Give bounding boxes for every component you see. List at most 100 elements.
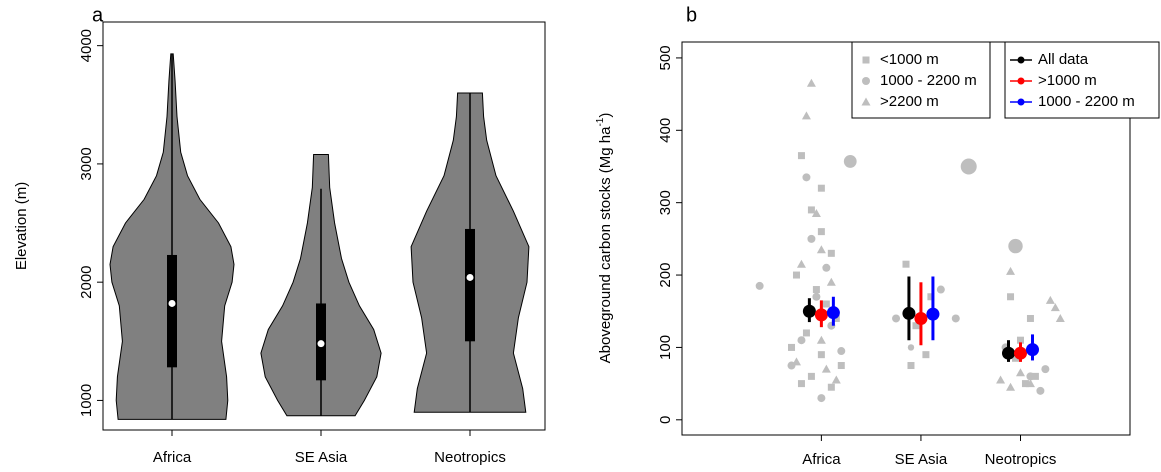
point xyxy=(816,245,826,254)
point xyxy=(788,343,796,351)
median xyxy=(317,340,325,348)
point xyxy=(1031,372,1039,380)
point xyxy=(1026,314,1034,322)
mean-point xyxy=(1001,346,1015,360)
y-label-end: ) xyxy=(597,113,614,118)
mean-point xyxy=(802,304,816,318)
point xyxy=(1036,386,1045,395)
point xyxy=(1041,365,1050,374)
point xyxy=(797,336,806,345)
point xyxy=(817,394,826,403)
mean-point xyxy=(826,306,840,320)
point xyxy=(807,234,816,243)
iqr-box xyxy=(465,228,475,342)
x-tick-label: SE Asia xyxy=(295,449,348,466)
y-axis-label: Elevation (m) xyxy=(13,182,30,270)
mean-point xyxy=(926,307,940,321)
point xyxy=(927,293,935,301)
y-tick-label: 500 xyxy=(657,45,674,70)
point xyxy=(827,249,835,257)
point xyxy=(822,263,831,272)
point xyxy=(807,372,815,380)
mean-point xyxy=(1013,346,1027,360)
point xyxy=(821,364,831,373)
x-tick-label: SE Asia xyxy=(895,451,948,468)
point xyxy=(811,209,821,218)
point xyxy=(812,286,820,294)
point xyxy=(837,362,845,370)
legend-label: >1000 m xyxy=(1038,72,1097,89)
point xyxy=(1050,303,1060,312)
point xyxy=(1021,380,1029,388)
x-tick-label: Africa xyxy=(802,451,841,468)
legend-box xyxy=(1004,41,1160,119)
point xyxy=(802,173,811,182)
y-axis-label: Aboveground carbon stocks (Mg ha-1) xyxy=(595,113,614,364)
point xyxy=(922,351,930,359)
y-tick-label: 200 xyxy=(657,263,674,288)
legend-marker xyxy=(1017,77,1025,85)
mean-point xyxy=(914,311,928,325)
point xyxy=(1016,336,1024,344)
legend-marker xyxy=(1017,98,1025,106)
mean-point xyxy=(902,306,916,320)
x-tick-label: Neotropics xyxy=(434,449,506,466)
mean-point xyxy=(1025,343,1039,357)
point xyxy=(797,152,805,160)
point xyxy=(816,335,826,344)
point xyxy=(826,277,836,286)
point xyxy=(802,329,810,337)
y-tick-label: 3000 xyxy=(78,147,95,180)
point xyxy=(822,300,830,308)
point xyxy=(843,155,857,168)
y-tick-label: 1000 xyxy=(78,384,95,417)
y-tick-label: 2000 xyxy=(78,265,95,298)
point xyxy=(796,259,806,268)
x-tick-label: Africa xyxy=(153,449,192,466)
iqr-box xyxy=(167,254,177,368)
legend-label: <1000 m xyxy=(880,51,939,68)
point xyxy=(1012,354,1020,362)
legend-box xyxy=(851,41,991,119)
point xyxy=(791,357,801,366)
point xyxy=(797,380,805,388)
panel-a-title: a xyxy=(92,4,104,26)
point xyxy=(1008,238,1023,254)
point xyxy=(902,260,910,268)
y-tick-label: 400 xyxy=(657,118,674,143)
legend-label: 1000 - 2200 m xyxy=(1038,93,1135,110)
point xyxy=(817,184,825,192)
point xyxy=(951,314,960,323)
point xyxy=(996,375,1006,384)
point xyxy=(862,56,870,64)
point xyxy=(1006,266,1016,275)
y-tick-label: 4000 xyxy=(78,29,95,62)
point xyxy=(812,292,821,301)
point xyxy=(1025,379,1035,388)
point xyxy=(1006,382,1016,391)
point xyxy=(907,344,915,351)
legend-label: All data xyxy=(1038,51,1089,68)
point xyxy=(806,78,816,87)
y-tick-label: 300 xyxy=(657,190,674,215)
point xyxy=(936,285,945,294)
point xyxy=(1026,372,1035,381)
point xyxy=(1055,313,1065,322)
median xyxy=(466,273,474,281)
point xyxy=(960,158,977,175)
x-tick-label: Neotropics xyxy=(985,451,1057,468)
point xyxy=(907,362,915,370)
legend-label: 1000 - 2200 m xyxy=(880,72,977,89)
point xyxy=(755,281,764,290)
plot-frame xyxy=(102,21,546,431)
point xyxy=(1045,295,1055,304)
legend-label: >2200 m xyxy=(880,93,939,110)
point xyxy=(837,347,846,356)
point xyxy=(792,271,800,279)
point xyxy=(862,77,870,85)
y-tick-label: 0 xyxy=(657,416,674,424)
point xyxy=(827,383,835,391)
point xyxy=(1015,368,1025,377)
point xyxy=(861,97,871,106)
